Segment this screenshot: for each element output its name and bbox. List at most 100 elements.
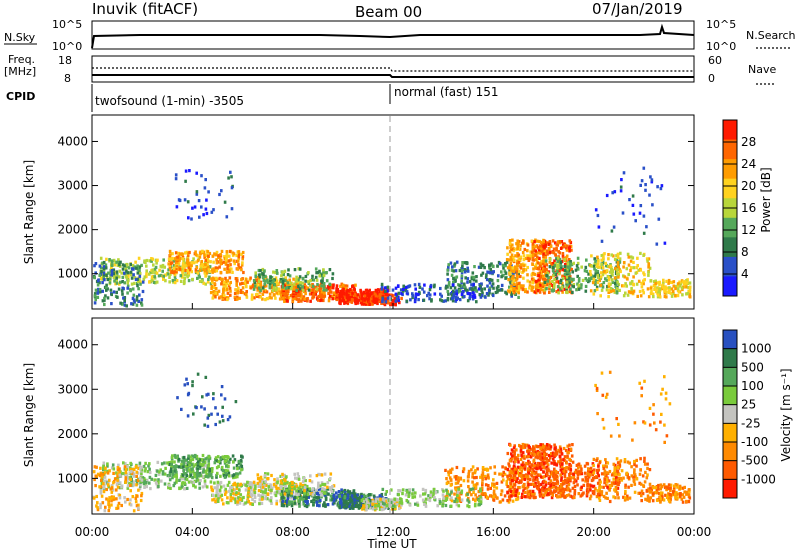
- power-cell: [257, 286, 261, 290]
- velocity-cell: [161, 472, 165, 476]
- power-cell: [512, 249, 515, 253]
- power-cell: [587, 272, 590, 276]
- velocity-cell: [215, 473, 218, 478]
- power-cell: [490, 284, 494, 288]
- velocity-cell: [240, 468, 243, 472]
- power-cell: [450, 273, 454, 277]
- velocity-cell: [380, 508, 384, 512]
- power-cell: [280, 288, 284, 292]
- velocity-cell: [99, 502, 102, 506]
- power-cell: [454, 299, 458, 303]
- power-cell: [324, 271, 328, 275]
- power-cell: [126, 291, 129, 295]
- velocity-cell: [451, 467, 454, 471]
- velocity-cell: [146, 470, 150, 474]
- power-cell: [174, 278, 177, 282]
- power-cell: [429, 283, 433, 288]
- power-cell: [547, 242, 551, 246]
- velocity-cell: [210, 488, 214, 492]
- power-cell: [594, 269, 598, 273]
- velocity-cell: [378, 507, 382, 511]
- power-cell: [487, 293, 490, 297]
- velocity-cell: [235, 472, 238, 476]
- power-cell: [168, 264, 172, 268]
- velocity-cell: [352, 489, 356, 493]
- power-cell: [100, 270, 103, 274]
- velocity-cell: [110, 499, 113, 503]
- velocity-cell: [322, 491, 326, 495]
- power-cell: [537, 267, 541, 271]
- power-cell: [186, 275, 189, 279]
- power-cell: [170, 261, 174, 265]
- power-cell: [605, 288, 609, 292]
- power-cell: [553, 284, 556, 288]
- power-cell: [216, 266, 219, 270]
- velocity-cell: [236, 467, 239, 471]
- power-cell: [315, 287, 319, 291]
- power-cell: [105, 273, 108, 277]
- power-cell: [126, 276, 130, 280]
- velocity-cell: [523, 454, 526, 458]
- power-cell: [253, 296, 256, 300]
- power-cell: [127, 278, 130, 282]
- power-cell: [553, 271, 556, 275]
- power-cell: [543, 286, 547, 290]
- power-cell: [263, 269, 266, 273]
- power-cell: [613, 190, 617, 194]
- power-cell: [236, 291, 239, 295]
- power-cell: [626, 293, 630, 297]
- power-cell: [363, 298, 366, 302]
- power-cell: [676, 287, 680, 291]
- velocity-cell: [234, 493, 238, 497]
- power-cell: [320, 290, 324, 294]
- velocity-cell: [217, 494, 220, 498]
- velocity-cell: [308, 487, 312, 491]
- velocity-cell: [525, 495, 528, 499]
- velocity-cell: [290, 491, 293, 495]
- velocity-cell: [308, 479, 312, 483]
- power-cell: [162, 277, 165, 281]
- power-cell: [115, 290, 118, 294]
- power-cell: [195, 171, 198, 175]
- power-cell: [687, 286, 690, 290]
- velocity-cell: [187, 480, 191, 484]
- power-cell: [594, 262, 598, 267]
- power-cell: [667, 281, 670, 285]
- velocity-cell: [295, 489, 298, 493]
- power-cell: [303, 283, 307, 287]
- velocity-cell: [323, 493, 327, 497]
- velocity-cell: [198, 466, 202, 470]
- velocity-cell: [291, 481, 294, 485]
- velocity-cell: [294, 492, 298, 496]
- power-cell: [181, 270, 184, 274]
- power-cell: [665, 279, 668, 283]
- velocity-cell: [279, 486, 283, 490]
- velocity-cell: [294, 485, 297, 489]
- velocity-cell: [290, 496, 293, 500]
- velocity-cell: [264, 483, 268, 488]
- power-cell: [596, 270, 600, 274]
- power-cell: [539, 240, 543, 244]
- power-cell: [397, 291, 401, 295]
- power-cell: [98, 281, 101, 285]
- velocity-cell: [329, 487, 333, 492]
- power-cell: [594, 259, 597, 263]
- power-cell: [632, 289, 636, 293]
- power-cell: [548, 284, 551, 289]
- power-cell: [279, 293, 283, 297]
- power-cell: [106, 287, 109, 291]
- power-cell: [490, 278, 494, 282]
- power-cell: [538, 271, 542, 275]
- power-cell: [93, 264, 96, 268]
- power-cell: [452, 289, 455, 293]
- velocity-cell: [202, 463, 205, 467]
- power-cell: [191, 277, 194, 281]
- power-cell: [636, 264, 639, 268]
- power-cell: [223, 257, 227, 261]
- velocity-cell: [326, 481, 330, 485]
- power-cell: [179, 279, 183, 283]
- velocity-cell: [343, 488, 346, 493]
- power-cell: [252, 279, 256, 283]
- power-cell: [204, 258, 208, 262]
